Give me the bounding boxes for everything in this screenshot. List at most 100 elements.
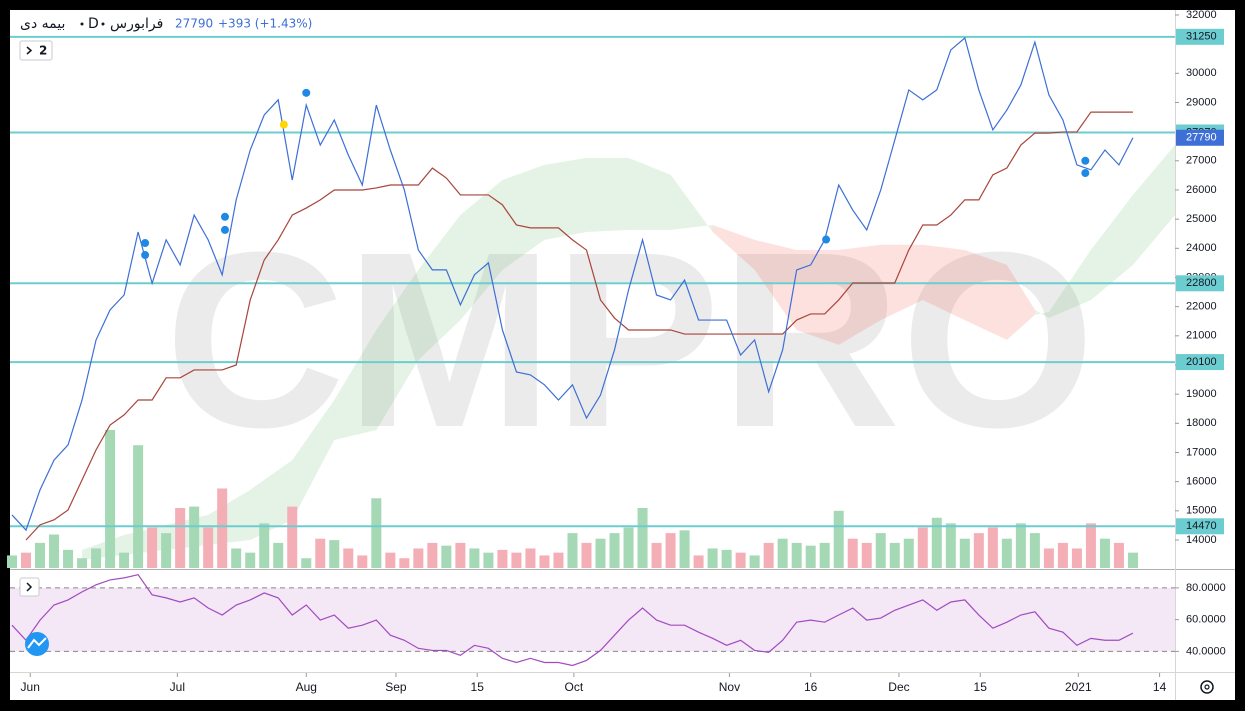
volume-bar bbox=[175, 508, 186, 568]
x-tick-label: 15 bbox=[471, 680, 485, 694]
volume-bar bbox=[301, 558, 312, 568]
volume-bar bbox=[595, 538, 606, 568]
cloud-segment bbox=[628, 157, 671, 230]
volume-bar bbox=[1043, 548, 1054, 568]
volume-bar bbox=[441, 545, 452, 568]
x-tick-label: Aug bbox=[296, 680, 317, 694]
cloud-segment bbox=[754, 239, 797, 330]
x-tick-label: Sep bbox=[385, 680, 407, 694]
volume-bar bbox=[931, 517, 942, 568]
signal-dot bbox=[302, 88, 311, 97]
volume-bar bbox=[539, 555, 550, 568]
volume-bar bbox=[1071, 548, 1082, 568]
volume-bar bbox=[49, 534, 60, 568]
y-tick-label: 27000 bbox=[1186, 155, 1217, 167]
volume-bar bbox=[665, 533, 676, 568]
symbol: بیمه دی bbox=[20, 16, 65, 32]
volume-bar bbox=[189, 506, 200, 568]
indicators-toggle[interactable] bbox=[19, 40, 53, 61]
volume-bar bbox=[707, 548, 718, 568]
signal-dot bbox=[141, 239, 150, 248]
volume-bar bbox=[763, 542, 774, 568]
volume-bar bbox=[1085, 523, 1096, 568]
y-tick-label: 24000 bbox=[1186, 242, 1217, 254]
x-tick-label: Oct bbox=[565, 680, 584, 694]
volume-bar bbox=[735, 552, 746, 568]
volume-bar bbox=[119, 552, 130, 568]
volume-bar bbox=[903, 538, 914, 568]
cloud-segment bbox=[796, 250, 839, 345]
volume-bar bbox=[231, 548, 242, 568]
y-tick-label: 80.0000 bbox=[1186, 582, 1226, 594]
signal-dot bbox=[141, 251, 150, 260]
chevron-icon bbox=[26, 582, 33, 592]
cloud-segment bbox=[292, 399, 335, 520]
volume-bar bbox=[511, 552, 522, 568]
volume-bar bbox=[609, 533, 620, 568]
separator-dot bbox=[101, 22, 105, 26]
volume-bar bbox=[287, 506, 298, 568]
level-label-box bbox=[1176, 354, 1224, 371]
volume-bar bbox=[917, 527, 928, 568]
cloud-segment bbox=[1132, 145, 1175, 265]
signal-dot bbox=[1081, 169, 1090, 178]
volume-bar bbox=[623, 527, 634, 568]
volume-bar bbox=[1015, 523, 1026, 568]
y-tick-label: 60.0000 bbox=[1186, 614, 1226, 626]
gear-center bbox=[1204, 684, 1210, 690]
level-label-box bbox=[1176, 275, 1224, 292]
volume-bar bbox=[1057, 542, 1068, 568]
y-tick-label: 15000 bbox=[1186, 505, 1217, 517]
level-label-box bbox=[1176, 28, 1224, 45]
volume-bar bbox=[385, 552, 396, 568]
volume-bar bbox=[1099, 538, 1110, 568]
cloud-segment bbox=[964, 250, 1007, 340]
price-change: +393 (+1.43%) bbox=[218, 17, 312, 31]
signal-dot bbox=[220, 225, 229, 234]
volume-bar bbox=[805, 545, 816, 568]
volume-bar bbox=[833, 510, 844, 568]
signal-dot bbox=[1081, 156, 1090, 165]
volume-bar bbox=[399, 558, 410, 568]
pane-toggle[interactable] bbox=[19, 577, 40, 597]
volume-bar bbox=[1113, 542, 1124, 568]
volume-bar bbox=[1127, 552, 1138, 568]
y-tick-label: 19000 bbox=[1186, 388, 1217, 400]
x-tick-label: Jun bbox=[21, 680, 40, 694]
cloud-segment bbox=[544, 157, 587, 240]
volume-bar bbox=[791, 542, 802, 568]
interval: D bbox=[88, 16, 99, 32]
volume-bar bbox=[343, 548, 354, 568]
volume-bar bbox=[679, 530, 690, 568]
y-tick-label: 29000 bbox=[1186, 96, 1217, 108]
cloud-segment bbox=[670, 174, 713, 232]
volume-bar bbox=[161, 533, 172, 568]
volume-bar bbox=[35, 542, 46, 568]
volume-bar bbox=[455, 542, 466, 568]
exchange: فرابورس bbox=[110, 16, 163, 32]
volume-bar bbox=[889, 542, 900, 568]
volume-bar bbox=[217, 488, 228, 568]
cloud-segment bbox=[712, 224, 755, 270]
volume-bar bbox=[273, 542, 284, 568]
volume-bar bbox=[329, 540, 340, 568]
volume-bar bbox=[1001, 538, 1012, 568]
volume-bar bbox=[637, 508, 648, 568]
volume-bar bbox=[875, 533, 886, 568]
cloud-segment bbox=[1090, 194, 1133, 300]
volume-bar bbox=[847, 538, 858, 568]
y-tick-label: 32000 bbox=[1186, 9, 1217, 21]
x-tick-label: 15 bbox=[974, 680, 988, 694]
cloud-segment bbox=[1034, 309, 1049, 319]
volume-bar bbox=[147, 527, 158, 568]
volume-bar bbox=[483, 552, 494, 568]
signal-dot bbox=[279, 120, 288, 129]
volume-bar bbox=[693, 555, 704, 568]
volume-bar bbox=[651, 542, 662, 568]
cloud-segment bbox=[418, 215, 461, 361]
x-tick-label: Dec bbox=[888, 680, 909, 694]
volume-bar bbox=[721, 549, 732, 568]
settings-gear[interactable] bbox=[1200, 680, 1214, 694]
volume-bar bbox=[357, 555, 368, 568]
